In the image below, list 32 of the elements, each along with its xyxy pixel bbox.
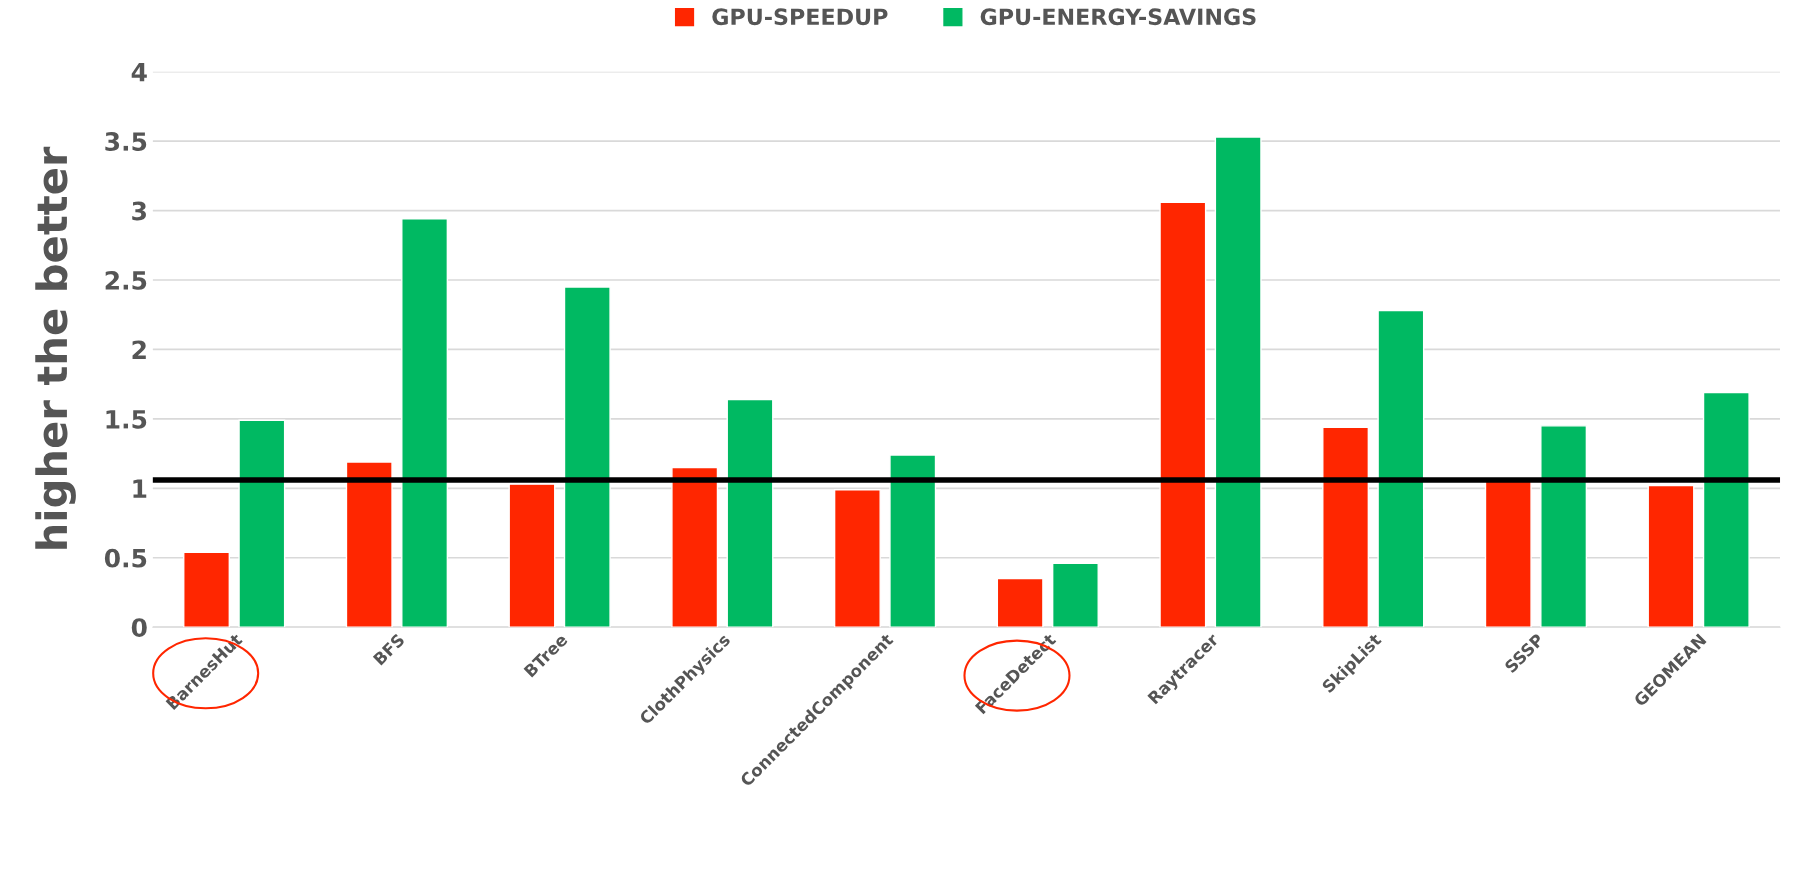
- bar: [1051, 562, 1099, 628]
- y-tick-label: 3.5: [105, 132, 147, 151]
- bar: [401, 218, 449, 628]
- bar: [833, 489, 881, 628]
- y-tick-label: 1.5: [106, 410, 147, 429]
- bar: [889, 454, 937, 628]
- bar: [1377, 309, 1425, 628]
- bar: [183, 551, 231, 628]
- bar: [726, 398, 774, 628]
- bar: [345, 461, 393, 628]
- y-tick-label: 2.5: [105, 270, 147, 290]
- bar: [1702, 391, 1750, 628]
- bar: [238, 419, 286, 628]
- bar: [508, 483, 556, 628]
- bar: [996, 577, 1044, 628]
- bar: [563, 286, 611, 628]
- y-axis-title: higher the better: [35, 146, 76, 549]
- legend-label: GPU-ENERGY-SAVINGS: [980, 8, 1256, 26]
- y-tick-label: 0.5: [104, 548, 147, 568]
- bar: [1322, 426, 1370, 628]
- y-tick-label: 4: [131, 62, 147, 82]
- y-tick-label: 2: [132, 340, 146, 359]
- bar: [1540, 425, 1588, 628]
- legend-label: GPU-SPEEDUP: [712, 8, 888, 26]
- y-tick-label: 0: [131, 618, 147, 638]
- bar: [1647, 484, 1695, 628]
- bar: [1214, 136, 1262, 628]
- y-tick-label: 3: [132, 201, 146, 221]
- y-tick-label: 1: [133, 479, 147, 498]
- bar: [1484, 480, 1532, 628]
- bar: [671, 466, 719, 628]
- bar: [1159, 201, 1207, 628]
